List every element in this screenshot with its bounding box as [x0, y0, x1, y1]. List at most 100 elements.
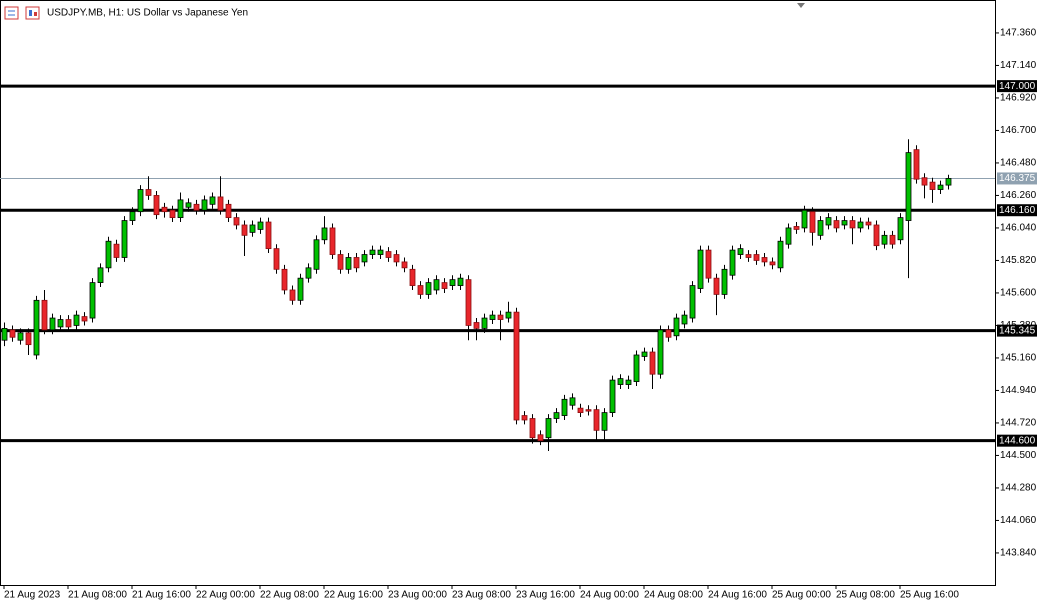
candle-body: [937, 184, 944, 190]
candle-body: [401, 261, 408, 269]
candle-body: [329, 227, 336, 255]
candle-body: [729, 249, 736, 276]
y-tick-label: 146.480: [1000, 158, 1037, 169]
chart-title: USDJPY.MB, H1: US Dollar vs Japanese Yen: [47, 8, 248, 19]
candle-body: [321, 227, 328, 241]
candle-body: [9, 329, 16, 338]
candle-body: [121, 220, 128, 258]
candle-body: [137, 189, 144, 213]
candle-body: [185, 202, 192, 208]
y-tick-label: 145.820: [1000, 255, 1037, 266]
candle-body: [473, 322, 480, 329]
candle-body: [273, 248, 280, 270]
icon: [4, 6, 19, 20]
candle-body: [665, 329, 672, 338]
candle-body: [913, 149, 920, 180]
candle-body: [825, 217, 832, 226]
candle-body: [865, 221, 872, 226]
candle-body: [17, 332, 24, 341]
candle-body: [113, 243, 120, 258]
candle-body: [89, 282, 96, 319]
candle-body: [73, 314, 80, 326]
x-tick-label: 23 Aug 08:00: [452, 590, 511, 601]
candle-body: [489, 314, 496, 320]
y-tick-label: 147.360: [1000, 28, 1037, 39]
candle-body: [241, 224, 248, 236]
level-box: [997, 204, 1037, 217]
candle-body: [857, 221, 864, 229]
candle-body: [529, 418, 536, 439]
candle-body: [673, 317, 680, 337]
y-tick-label: 146.040: [1000, 223, 1037, 234]
x-tick-label: 21 Aug 16:00: [132, 590, 191, 601]
candle-body: [201, 199, 208, 211]
candle-body: [97, 267, 104, 284]
x-tick-label: 25 Aug 08:00: [836, 590, 895, 601]
candle-body: [481, 317, 488, 329]
candle-body: [225, 203, 232, 219]
x-tick-label: 21 Aug 2023: [4, 590, 61, 601]
level-box: [997, 434, 1037, 447]
candle-body: [537, 434, 544, 442]
candle-body: [337, 254, 344, 270]
candle-body: [305, 267, 312, 279]
candle-body: [129, 211, 136, 221]
candle-body: [177, 199, 184, 219]
candle-body: [753, 254, 760, 261]
candle-body: [513, 311, 520, 421]
y-tick-label: 146.700: [1000, 125, 1037, 136]
x-tick-label: 24 Aug 08:00: [644, 590, 703, 601]
x-tick-label: 22 Aug 16:00: [324, 590, 383, 601]
x-tick-label: 22 Aug 08:00: [260, 590, 319, 601]
candle-body: [841, 220, 848, 226]
candle-body: [889, 234, 896, 245]
candle-body: [809, 211, 816, 233]
candle-body: [793, 226, 800, 230]
candle-body: [449, 279, 456, 286]
candle-body: [425, 282, 432, 295]
candle-body: [457, 277, 464, 286]
candle-body: [505, 311, 512, 319]
candle-body: [561, 398, 568, 416]
x-tick-label: 25 Aug 16:00: [900, 590, 959, 601]
level-box: [997, 324, 1037, 337]
candle-body: [81, 316, 88, 322]
icon: [34, 12, 37, 16]
candle-body: [297, 277, 304, 301]
current-price-box: [997, 172, 1037, 185]
candle-body: [145, 189, 152, 196]
candle-body: [209, 196, 216, 205]
candle-body: [769, 261, 776, 266]
candle-body: [433, 279, 440, 291]
candle-body: [657, 329, 664, 375]
candle-body: [465, 279, 472, 326]
icon: [29, 10, 32, 16]
candle-body: [721, 268, 728, 295]
candle-body: [689, 285, 696, 319]
candle-body: [25, 332, 32, 346]
x-tick-label: 21 Aug 08:00: [68, 590, 127, 601]
y-tick-label: 146.260: [1000, 190, 1037, 201]
candle-body: [745, 254, 752, 258]
level-label: 144.600: [999, 435, 1036, 446]
candle-body: [633, 354, 640, 382]
y-tick-label: 144.280: [1000, 483, 1037, 494]
candle-body: [577, 407, 584, 414]
candle-body: [905, 152, 912, 221]
candle-body: [313, 239, 320, 270]
candle-body: [713, 277, 720, 295]
candle-body: [153, 195, 160, 216]
candle-body: [385, 251, 392, 258]
candle-body: [545, 418, 552, 439]
candle-body: [881, 234, 888, 245]
candle-body: [289, 289, 296, 301]
x-tick-label: 24 Aug 00:00: [580, 590, 639, 601]
x-tick-label: 22 Aug 00:00: [196, 590, 255, 601]
candle-body: [417, 285, 424, 295]
candle-body: [249, 224, 256, 233]
candle-body: [353, 257, 360, 269]
candle-body: [601, 412, 608, 431]
candle-body: [57, 319, 64, 328]
candle-body: [593, 409, 600, 431]
